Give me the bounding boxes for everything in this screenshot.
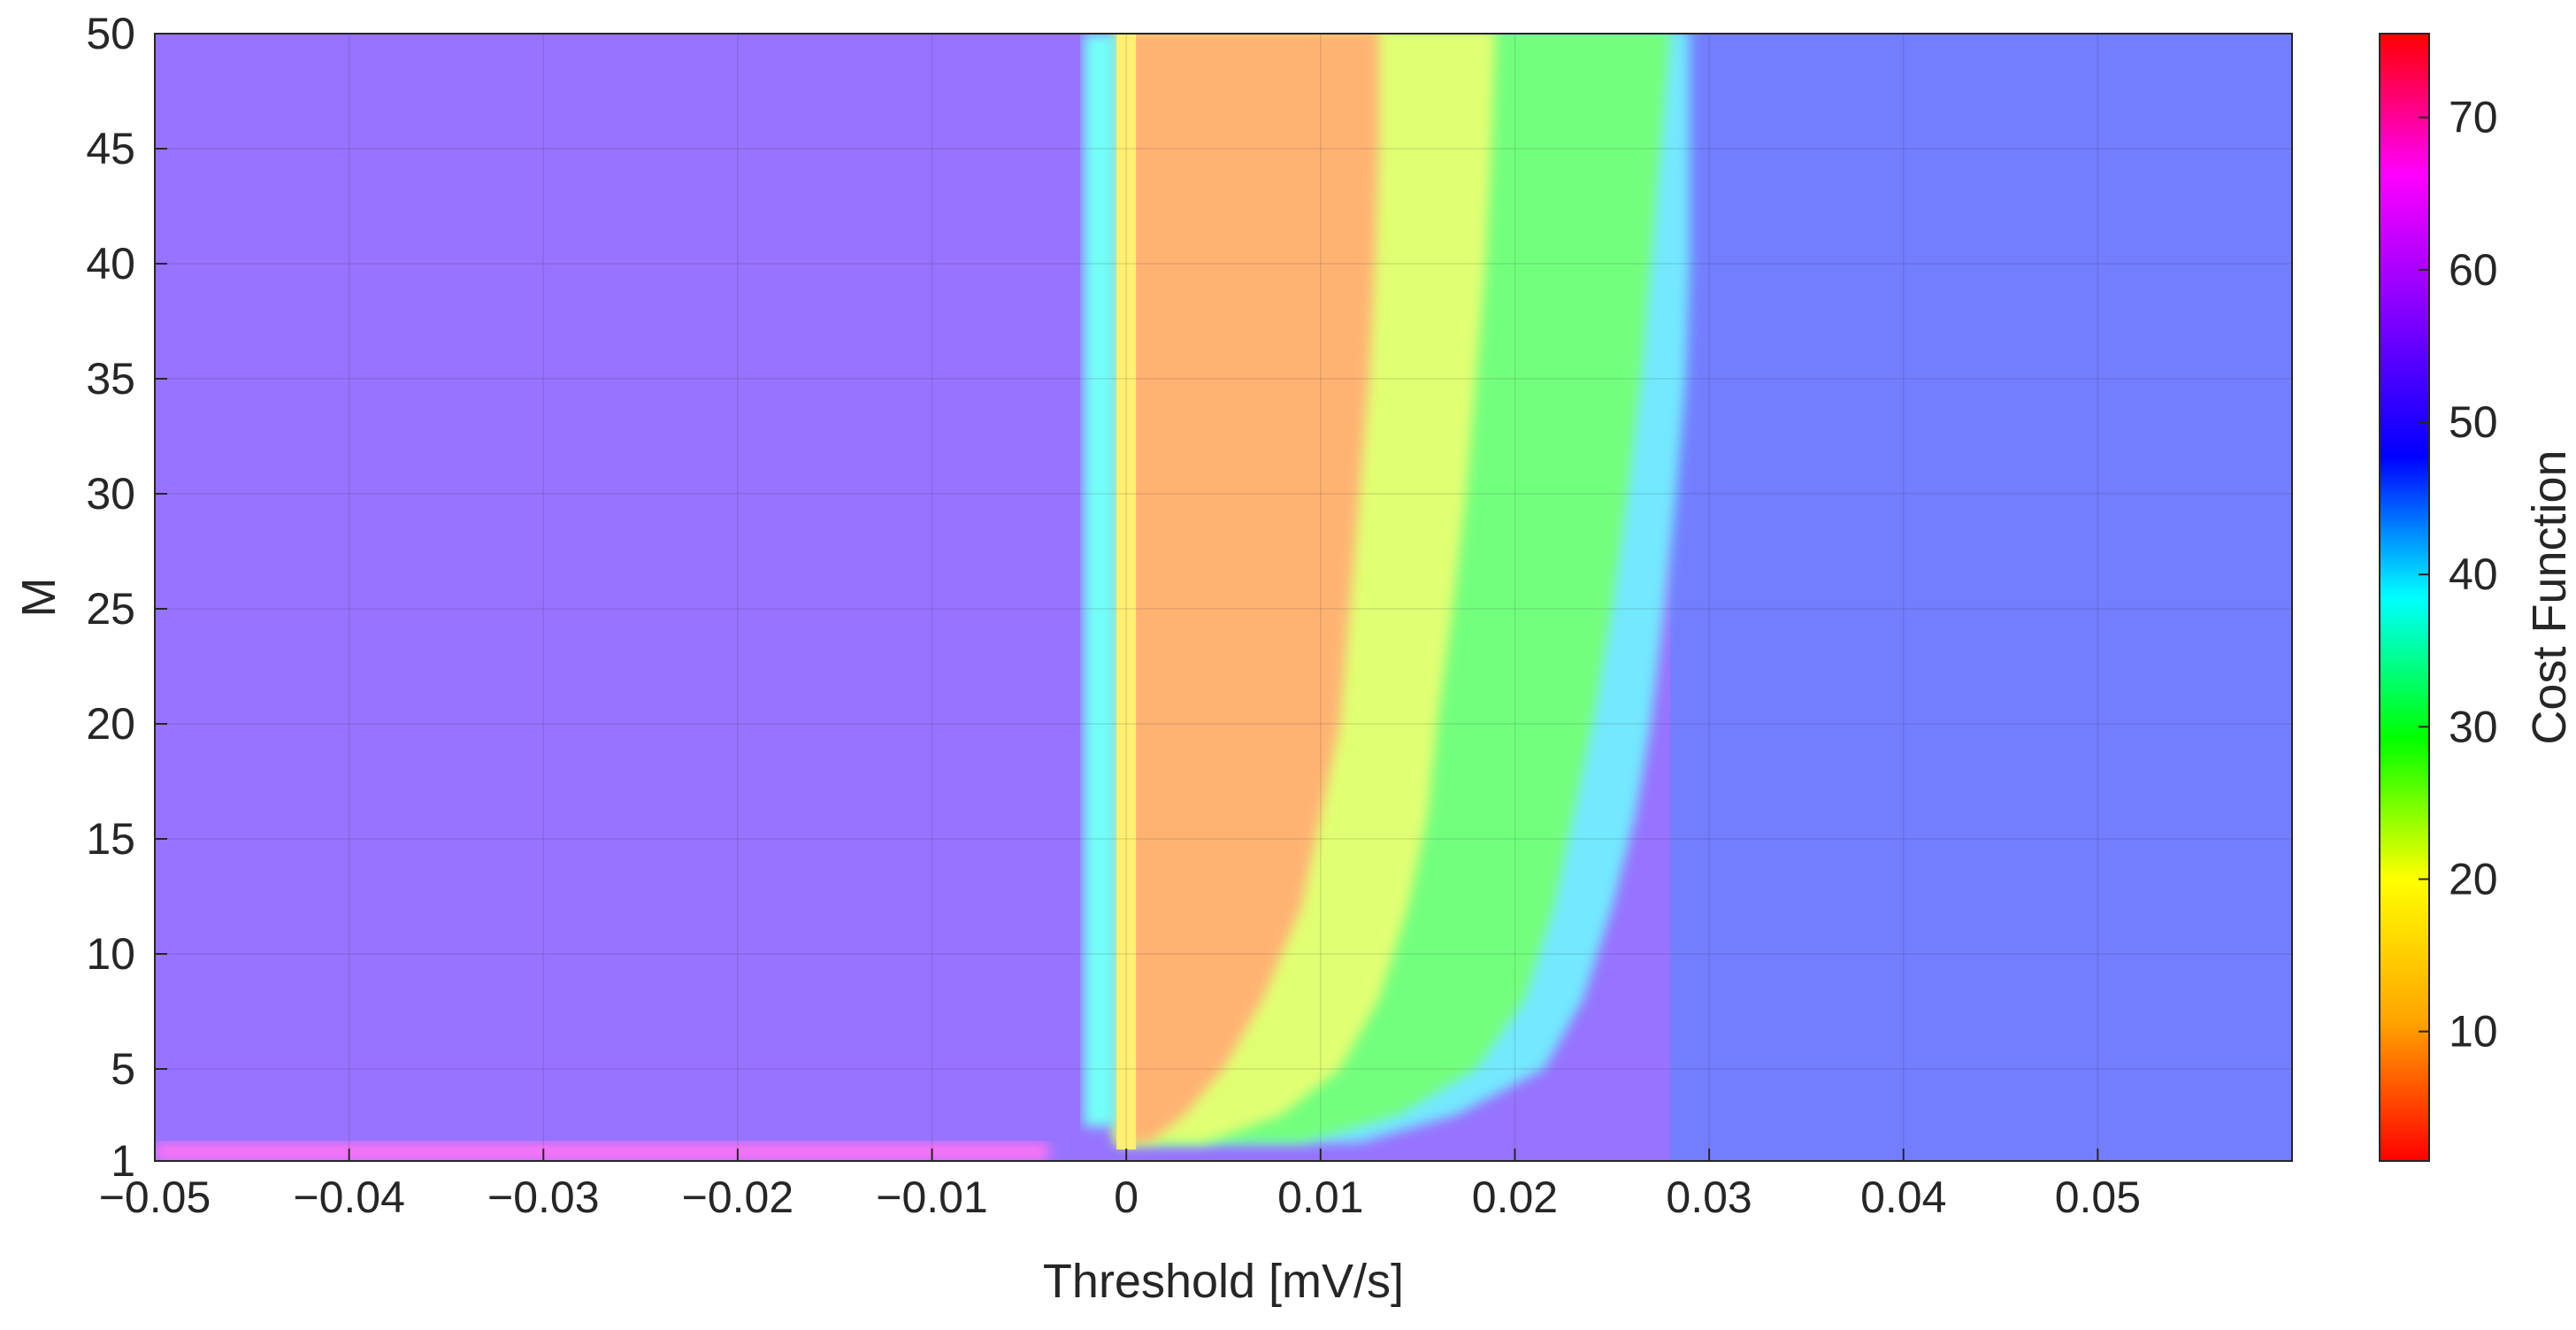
- y-tick-label: 20: [86, 699, 135, 749]
- region-pink-strip: [155, 1142, 1049, 1161]
- x-tick-label: 0.02: [1472, 1172, 1558, 1222]
- y-tick-label: 15: [86, 814, 135, 864]
- x-tick-label: 0.01: [1277, 1172, 1363, 1222]
- grid-lines: [155, 34, 2292, 1161]
- colorbar-tick-label: 40: [2449, 550, 2498, 599]
- region-orange-band: [1116, 34, 1379, 1143]
- colorbar-tick-label: 30: [2449, 702, 2498, 751]
- y-tick-label: 1: [111, 1136, 135, 1186]
- colorbar-tick-label: 70: [2449, 93, 2498, 142]
- y-tick-label: 45: [86, 124, 135, 173]
- x-tick-label: −0.02: [682, 1172, 794, 1222]
- x-tick-label: 0.04: [1860, 1172, 1946, 1222]
- colorbar-tick-label: 10: [2449, 1007, 2498, 1057]
- y-tick-label: 10: [86, 929, 135, 979]
- x-tick-label: −0.03: [487, 1172, 600, 1222]
- x-axis-title: Threshold [mV/s]: [1043, 1255, 1404, 1308]
- colorbar: 10 20 30 40 50 60 70 Cost Function: [2379, 33, 2576, 1162]
- colorbar-title: Cost Function: [2523, 450, 2576, 744]
- colorbar-tick-label: 20: [2449, 855, 2498, 904]
- region-right-plateau: [1670, 34, 2292, 1161]
- x-tick-label: 0.05: [2055, 1172, 2141, 1222]
- plot-area: [154, 33, 2293, 1162]
- x-tick-label: −0.04: [293, 1172, 405, 1222]
- y-tick-label: 40: [86, 239, 135, 288]
- colorbar-tick-label: 60: [2449, 245, 2498, 295]
- colorbar-scale: [2379, 33, 2430, 1162]
- x-tick-label: −0.01: [876, 1172, 988, 1222]
- colorbar-tick-label: 50: [2449, 397, 2498, 447]
- y-tick-label: 5: [111, 1044, 135, 1094]
- heatmap-surface: [155, 34, 2292, 1161]
- x-tick-label: −0.05: [99, 1172, 211, 1222]
- y-axis-title: M: [12, 578, 65, 618]
- y-tick-label: 30: [86, 469, 135, 519]
- plot-frame: [154, 33, 2293, 1162]
- y-tick-label: 25: [86, 584, 135, 634]
- region-zero-ridge: [1116, 34, 1137, 1149]
- x-axis: −0.05 −0.04 −0.03 −0.02 −0.01 0 0.01 0.02 0.03 0.…: [99, 1149, 2141, 1222]
- y-tick-label: 50: [86, 9, 135, 58]
- region-left-edge: [1083, 34, 1117, 1126]
- y-tick-label: 35: [86, 354, 135, 404]
- colorbar-ticks: 10 20 30 40 50 60 70: [2419, 93, 2498, 1057]
- x-tick-label: 0: [1114, 1172, 1138, 1222]
- x-tick-label: 0.03: [1666, 1172, 1752, 1222]
